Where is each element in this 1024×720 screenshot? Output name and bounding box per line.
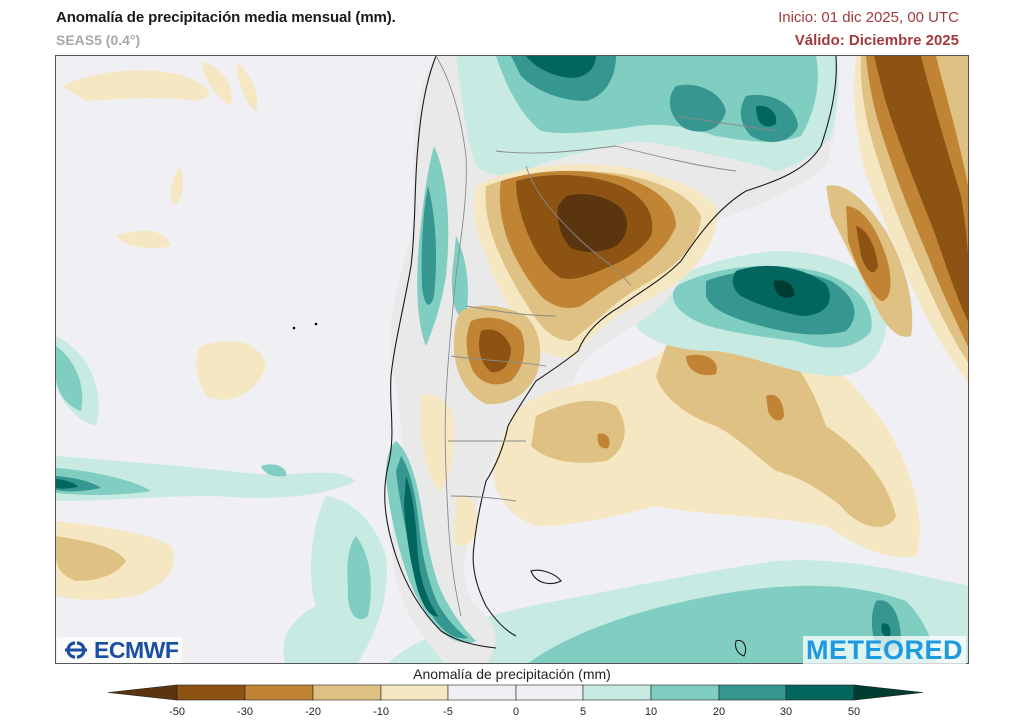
pacific-dry-sw xyxy=(56,521,175,600)
colorbar xyxy=(108,684,923,701)
meteored-logo: METEORED xyxy=(802,634,966,665)
tick-label: 0 xyxy=(512,706,520,718)
coastlines xyxy=(384,56,837,657)
pacific-wet-band xyxy=(56,336,356,501)
colorbar-title: Anomalía de precipitación (mm) xyxy=(413,666,611,682)
colorbar-ticks: -50 -30 -20 -10 -5 0 5 10 20 30 50 xyxy=(0,706,1024,720)
tick-label: 10 xyxy=(644,706,658,718)
pacific-dry-streaks xyxy=(61,61,266,400)
ecmwf-mark-icon xyxy=(65,641,87,659)
precipitation-anomaly-map xyxy=(55,55,969,664)
map-canvas xyxy=(56,56,968,663)
model-subtitle: SEAS5 (0.4°) xyxy=(56,32,141,48)
tick-label: 30 xyxy=(779,706,793,718)
meteored-logo-text: METEORED xyxy=(805,634,963,665)
tick-label: 20 xyxy=(712,706,726,718)
map-title: Anomalía de precipitación media mensual … xyxy=(56,9,396,26)
tick-label: -50 xyxy=(169,706,185,718)
tick-label: -10 xyxy=(373,706,389,718)
tick-label: -30 xyxy=(237,706,253,718)
ecmwf-logo: ECMWF xyxy=(57,636,183,663)
borders xyxy=(435,56,777,617)
tick-label: -20 xyxy=(305,706,321,718)
tick-label: 5 xyxy=(579,706,587,718)
init-date: Inicio: 01 dic 2025, 00 UTC xyxy=(778,9,959,26)
ecmwf-logo-text: ECMWF xyxy=(94,636,179,663)
tick-label: -5 xyxy=(443,706,453,718)
tick-label: 50 xyxy=(847,706,861,718)
valid-date: Válido: Diciembre 2025 xyxy=(794,32,959,49)
